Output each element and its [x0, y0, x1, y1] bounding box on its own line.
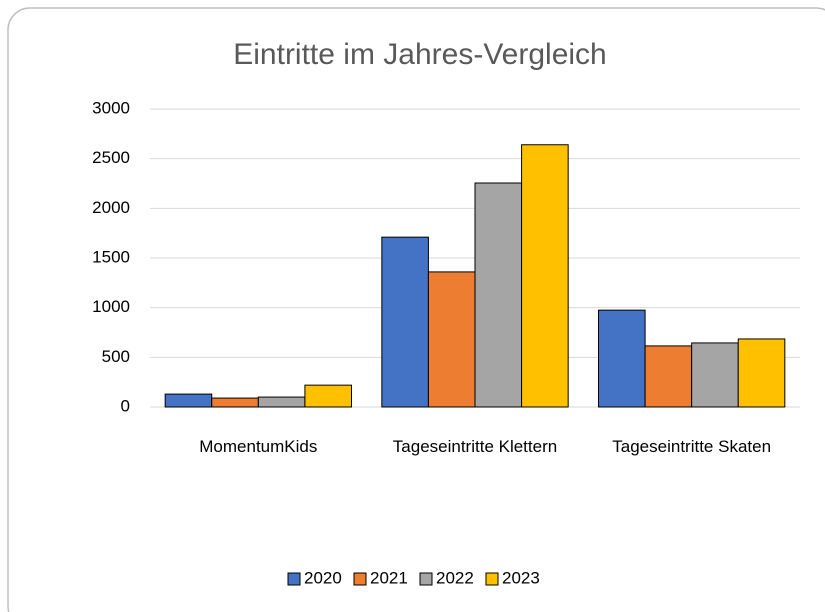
bar — [381, 236, 429, 408]
bar — [304, 384, 352, 408]
legend-label: 2022 — [436, 568, 474, 587]
bar — [474, 182, 523, 408]
bar — [691, 342, 739, 408]
bar — [427, 271, 476, 408]
legend-label: 2023 — [502, 568, 540, 587]
bar — [211, 397, 259, 408]
y-tick-label: 1500 — [92, 247, 130, 266]
y-tick-label: 2500 — [92, 148, 130, 167]
y-tick-label: 500 — [102, 347, 130, 366]
legend-swatch — [287, 572, 301, 586]
bar — [521, 144, 569, 408]
legend-swatch — [353, 572, 367, 586]
y-tick-label: 0 — [121, 396, 130, 415]
legend-label: 2021 — [370, 568, 408, 587]
bar — [644, 345, 693, 408]
x-tick-label: Tageseintritte Skaten — [612, 437, 772, 456]
legend-swatch — [419, 572, 433, 586]
y-tick-label: 2000 — [92, 198, 130, 217]
bar — [257, 396, 306, 408]
y-tick-label: 3000 — [92, 98, 130, 117]
legend-swatch — [485, 572, 499, 586]
legend-label: 2020 — [304, 568, 342, 587]
x-tick-label: MomentumKids — [199, 437, 318, 456]
chart-title: Eintritte im Jahres-Vergleich — [233, 38, 606, 71]
y-tick-label: 1000 — [92, 297, 130, 316]
bar — [737, 338, 786, 408]
bar — [164, 393, 213, 408]
bar — [598, 309, 646, 408]
x-tick-label: Tageseintritte Klettern — [392, 437, 558, 456]
